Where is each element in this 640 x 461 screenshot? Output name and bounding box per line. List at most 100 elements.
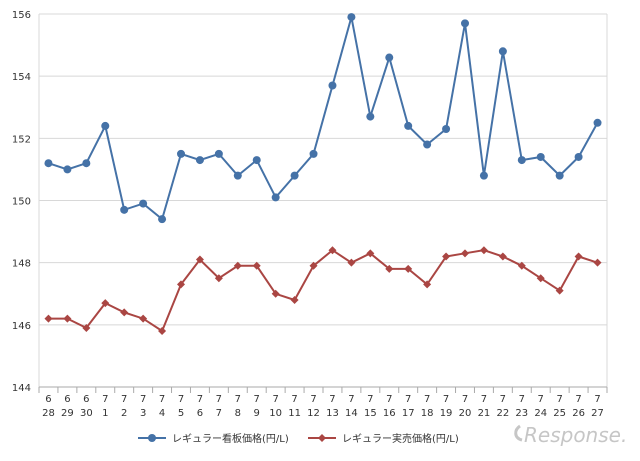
legend-marker-1 [318, 434, 326, 442]
x-tick-label-month-0: 6 [45, 394, 51, 405]
x-tick-label-day-1: 29 [61, 408, 74, 419]
x-tick-label-month-11: 7 [254, 394, 260, 405]
data-point-1-12 [271, 289, 280, 298]
data-point-0-8 [195, 156, 204, 165]
x-tick-label-day-7: 5 [178, 408, 184, 419]
data-point-0-18 [385, 53, 394, 62]
x-tick-label-month-7: 7 [178, 394, 184, 405]
data-point-0-10 [233, 171, 242, 180]
data-point-1-16 [347, 258, 356, 267]
data-point-0-1 [63, 165, 72, 174]
x-tick-label-day-14: 12 [307, 408, 320, 419]
x-tick-label-month-12: 7 [272, 394, 278, 405]
x-tick-label-day-3: 1 [102, 408, 108, 419]
x-tick-label-day-4: 2 [121, 408, 127, 419]
gridlines [38, 13, 608, 387]
x-tick-label-month-3: 7 [102, 394, 108, 405]
data-point-1-20 [423, 280, 432, 289]
data-point-1-18 [385, 264, 394, 273]
watermark-logo: Response. [514, 423, 627, 447]
x-tick-label-month-26: 7 [538, 394, 544, 405]
x-tick-label-month-29: 7 [594, 394, 600, 405]
data-point-0-14 [309, 149, 318, 158]
data-point-0-25 [517, 156, 526, 165]
x-tick-label-day-6: 4 [159, 408, 165, 419]
data-point-1-6 [158, 327, 167, 336]
x-tick-label-day-18: 16 [383, 408, 396, 419]
x-tick-label-day-11: 9 [254, 408, 260, 419]
x-tick-label-month-16: 7 [348, 394, 354, 405]
y-tick-label-150: 150 [12, 197, 31, 208]
data-point-1-19 [404, 264, 413, 273]
data-point-0-19 [404, 121, 413, 130]
data-point-0-3 [101, 121, 110, 130]
x-tick-label-month-28: 7 [575, 394, 581, 405]
data-point-0-22 [461, 19, 469, 28]
x-tick-label-day-25: 23 [515, 408, 528, 419]
data-point-0-20 [423, 140, 432, 149]
data-point-0-15 [328, 81, 337, 90]
data-point-1-11 [252, 261, 261, 270]
data-point-1-13 [290, 295, 299, 304]
x-tick-label-month-23: 7 [481, 394, 487, 405]
data-point-0-6 [158, 215, 167, 224]
x-axis: 6286296307172737475767778797107117127137… [38, 386, 608, 419]
x-tick-label-month-27: 7 [556, 394, 562, 405]
data-point-1-5 [139, 314, 148, 323]
series-1 [44, 246, 602, 336]
x-tick-label-month-6: 7 [159, 394, 165, 405]
legend-marker-0 [148, 434, 156, 442]
x-tick-label-month-9: 7 [216, 394, 222, 405]
data-point-1-8 [195, 255, 204, 264]
data-point-0-27 [555, 171, 564, 180]
x-tick-label-day-24: 22 [496, 408, 509, 419]
data-point-0-4 [120, 205, 129, 214]
data-point-1-26 [536, 274, 545, 283]
x-tick-label-day-5: 3 [140, 408, 146, 419]
x-tick-label-day-16: 14 [345, 408, 358, 419]
x-tick-label-day-9: 7 [216, 408, 222, 419]
series-line-0 [48, 16, 599, 221]
x-tick-label-month-8: 7 [197, 394, 203, 405]
y-tick-label-148: 148 [12, 259, 31, 270]
data-point-0-7 [177, 149, 185, 158]
data-point-1-22 [461, 249, 469, 258]
data-point-0-9 [214, 149, 223, 158]
data-point-0-2 [82, 159, 91, 168]
data-point-1-1 [63, 314, 72, 323]
x-tick-label-month-14: 7 [310, 394, 316, 405]
data-point-1-7 [177, 280, 185, 289]
data-point-1-27 [555, 286, 564, 295]
x-tick-label-day-2: 30 [80, 408, 93, 419]
x-tick-label-month-13: 7 [291, 394, 297, 405]
data-point-0-23 [479, 171, 488, 180]
x-tick-label-day-0: 28 [42, 408, 55, 419]
data-point-1-9 [214, 274, 223, 283]
x-tick-label-day-12: 10 [269, 408, 282, 419]
data-point-0-12 [271, 193, 280, 202]
x-tick-label-month-2: 6 [83, 394, 89, 405]
data-point-1-3 [101, 299, 110, 308]
x-tick-label-month-22: 7 [462, 394, 468, 405]
x-tick-label-month-25: 7 [519, 394, 525, 405]
x-tick-label-month-1: 6 [64, 394, 70, 405]
legend: レギュラー看板価格(円/L) レギュラー実売価格(円/L) [138, 432, 459, 445]
x-tick-label-month-5: 7 [140, 394, 146, 405]
data-point-1-29 [593, 258, 602, 267]
data-point-1-0 [44, 314, 53, 323]
data-point-0-29 [593, 118, 602, 127]
x-tick-label-month-4: 7 [121, 394, 127, 405]
y-tick-label-146: 146 [12, 321, 31, 332]
data-point-1-21 [442, 252, 451, 261]
x-tick-label-day-10: 8 [235, 408, 241, 419]
x-tick-label-day-26: 24 [534, 408, 547, 419]
series-0 [44, 13, 602, 224]
x-tick-label-day-17: 15 [364, 408, 377, 419]
watermark-text: Response. [524, 423, 627, 447]
data-point-1-14 [309, 261, 318, 270]
data-point-1-15 [328, 246, 337, 255]
series-group [44, 13, 602, 336]
data-point-1-25 [517, 261, 526, 270]
y-tick-label-156: 156 [12, 10, 31, 21]
